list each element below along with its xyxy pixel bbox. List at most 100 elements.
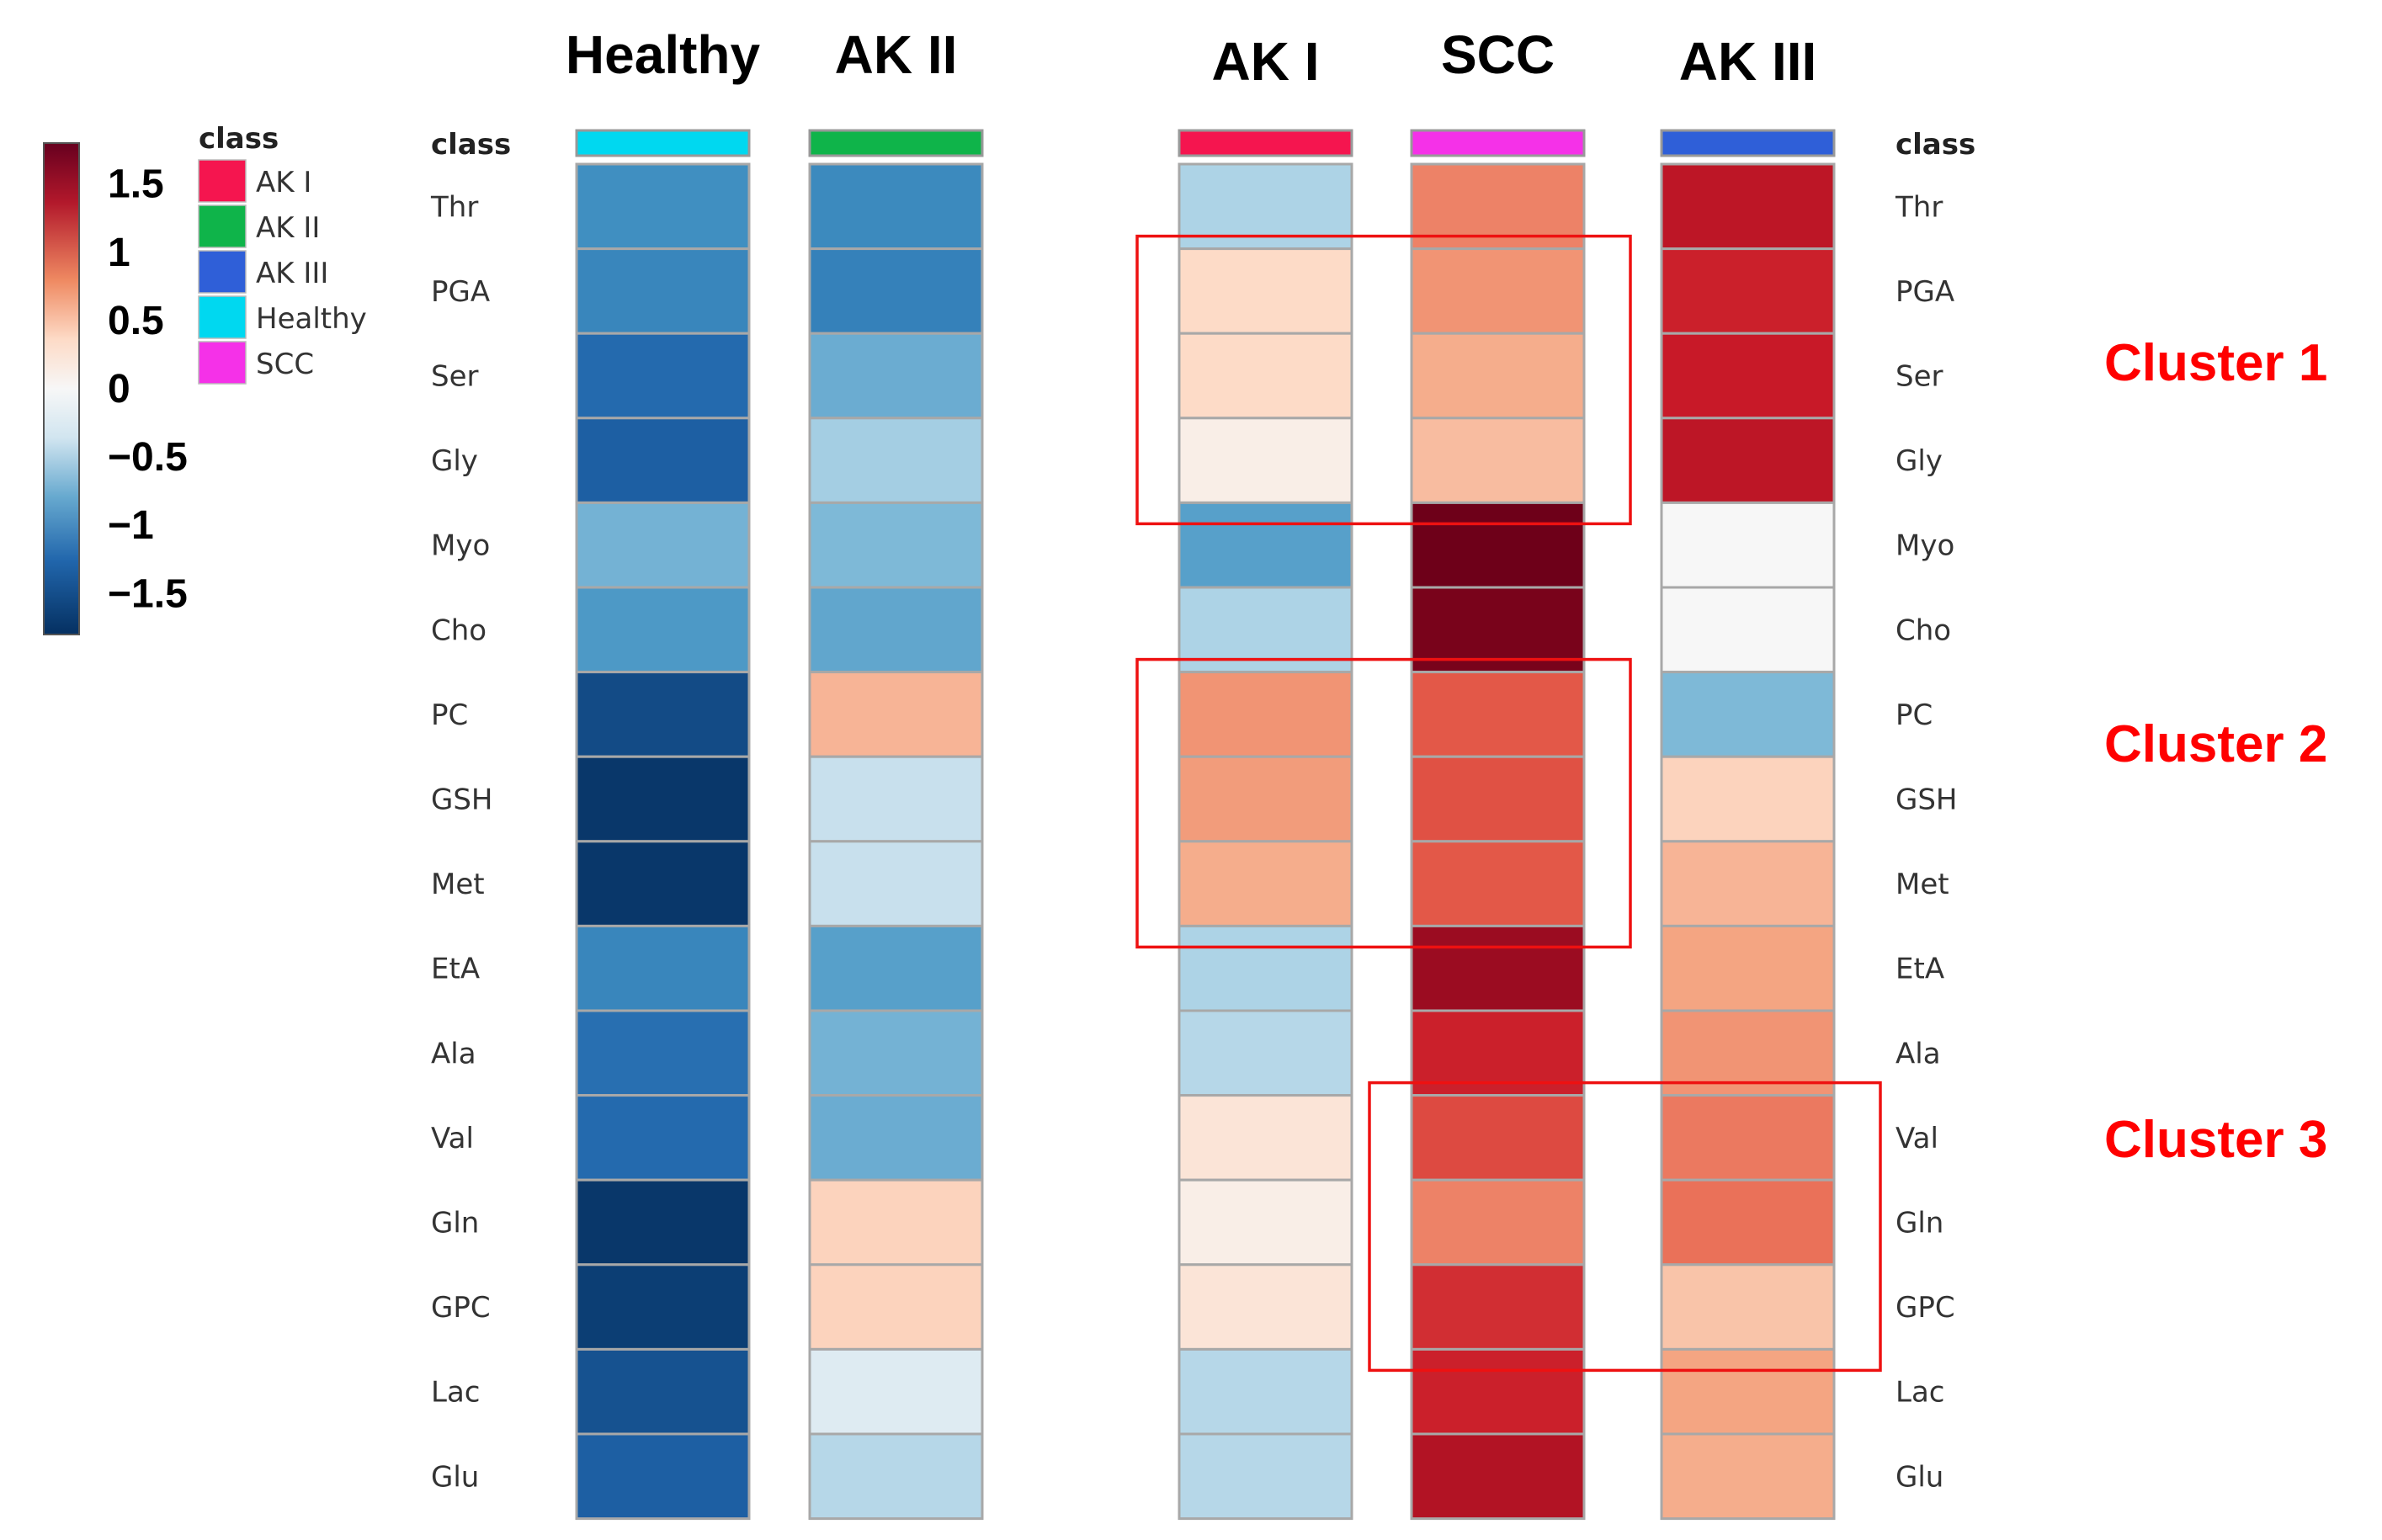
heatmap-cell (808, 247, 984, 335)
heatmap-cell (1178, 332, 1353, 420)
row-label-left: EtA (431, 953, 480, 986)
heatmap-cell (1410, 1094, 1586, 1182)
heatmap-cell (1178, 755, 1353, 843)
heatmap-cell (575, 755, 751, 843)
color-scale-ticks: 1.5 1 0.5 0 −0.5 −1 −1.5 (108, 162, 188, 617)
row-label-right: Ser (1895, 360, 1943, 394)
class-bar (1660, 129, 1836, 157)
row-label-left: Glu (431, 1460, 479, 1494)
cluster-box (1135, 234, 1632, 526)
heatmap-cell (575, 1263, 751, 1351)
heatmap-cell (1660, 924, 1836, 1012)
row-label-right: Myo (1895, 529, 1954, 563)
heatmap-cell (1178, 162, 1353, 251)
heatmap-cell (1660, 417, 1836, 504)
heatmap-cell (575, 586, 751, 674)
heatmap-cell (1660, 1347, 1836, 1436)
heatmap-cell (808, 332, 984, 420)
row-label-right: Glu (1895, 1460, 1943, 1494)
heatmap-cell (808, 417, 984, 504)
color-scale-tick-label: −1 (108, 503, 154, 548)
heatmap-cell (575, 162, 751, 251)
column-title: AK II (835, 24, 958, 85)
class-row-label: class (1895, 128, 1975, 162)
heatmap-cell (575, 417, 751, 504)
heatmap-cell (1178, 671, 1353, 758)
row-label-right: Ala (1895, 1037, 1941, 1070)
heatmap-cell (808, 924, 984, 1012)
heatmap-cell (575, 247, 751, 335)
class-row-label: class (431, 128, 511, 162)
heatmap-cell (1660, 501, 1836, 589)
row-label-right: PGA (1895, 275, 1954, 309)
heatmap-cell (808, 162, 984, 251)
heatmap-cell (1660, 755, 1836, 843)
heatmap-cell (1410, 1432, 1586, 1521)
row-label-right: Gly (1895, 444, 1943, 478)
row-label-left: GPC (431, 1291, 491, 1325)
class-bar (1410, 129, 1586, 157)
row-label-left: Myo (431, 529, 490, 563)
class-legend-label: AK I (256, 166, 311, 199)
heatmap-cell (1178, 924, 1353, 1012)
heatmap-cell (1660, 162, 1836, 251)
heatmap-cell (1410, 924, 1586, 1012)
heatmap-cell (575, 924, 751, 1012)
cluster-box (1368, 1081, 1882, 1373)
heatmap-cell (1410, 1347, 1586, 1436)
class-legend-items: AK I AK II AK III Healthy SCC (198, 159, 367, 385)
heatmap-cell (808, 1347, 984, 1436)
heatmap-cell (808, 501, 984, 589)
heatmap-cell (575, 332, 751, 420)
heatmap-cell (1660, 332, 1836, 420)
column-title: Healthy (566, 24, 761, 85)
row-label-left: PC (431, 698, 468, 732)
heatmap-cell (808, 1178, 984, 1267)
row-label-left: PGA (431, 275, 490, 309)
heatmap-cell (1660, 1432, 1836, 1521)
row-label-left: Val (431, 1122, 474, 1155)
cluster-label: Cluster 2 (2104, 715, 2327, 773)
heatmap-cell (808, 1009, 984, 1097)
class-bar (808, 129, 984, 157)
row-label-left: Ser (431, 360, 479, 394)
heatmap-cell (1178, 1009, 1353, 1097)
row-label-left: Gly (431, 444, 478, 478)
heatmap-cell (808, 1263, 984, 1351)
heatmap-cell (575, 501, 751, 589)
column-title: SCC (1441, 24, 1555, 85)
row-label-right: PC (1895, 698, 1933, 732)
heatmap-cell (808, 586, 984, 674)
class-legend-swatch (198, 341, 247, 385)
color-scale-tick-label: 0 (108, 367, 130, 412)
color-scale-bar (43, 142, 80, 635)
class-legend-label: SCC (256, 348, 314, 381)
heatmap-cell (575, 1432, 751, 1521)
heatmap-body: class class Thr Thr PGA PGA Ser Ser Gly Gly Myo Myo… (430, 24, 1975, 1521)
heatmap-cell (1178, 840, 1353, 927)
heatmap-cell (575, 1009, 751, 1097)
heatmap-cell (1178, 417, 1353, 504)
heatmap-cell (1660, 671, 1836, 758)
cluster-box (1135, 657, 1632, 949)
class-legend-label: Healthy (256, 302, 367, 336)
row-label-right: EtA (1895, 953, 1944, 986)
class-legend-swatch (198, 295, 247, 339)
heatmap-cell (1410, 840, 1586, 927)
row-label-right: Gln (1895, 1207, 1943, 1240)
row-label-right: Met (1895, 868, 1949, 901)
class-legend-swatch (198, 204, 247, 248)
row-label-left: Ala (431, 1037, 476, 1070)
heatmap-cell (575, 1347, 751, 1436)
heatmap-cell (1178, 1263, 1353, 1351)
heatmap-cell (1660, 247, 1836, 335)
heatmap-cell (575, 671, 751, 758)
heatmap-cell (1178, 1347, 1353, 1436)
row-label-right: Cho (1895, 613, 1951, 647)
heatmap-cell (808, 671, 984, 758)
column-title: AK III (1679, 31, 1817, 92)
cluster-annotations: Cluster 1 Cluster 2 Cluster 3 (1135, 234, 2327, 1373)
heatmap-cell (1178, 1094, 1353, 1182)
heatmap-cell (1410, 586, 1586, 674)
